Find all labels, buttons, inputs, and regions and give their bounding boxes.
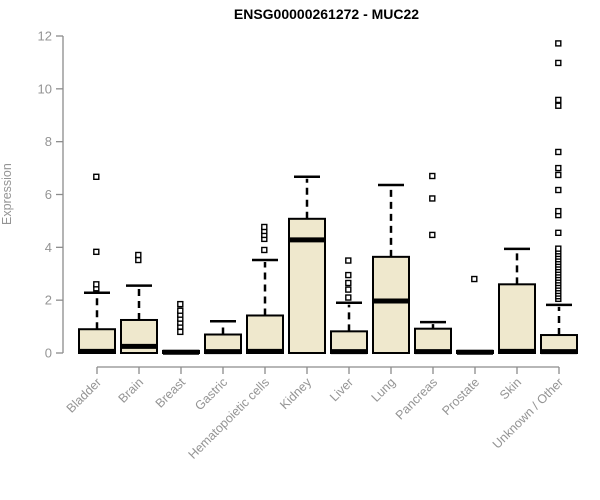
x-tick-label: Bladder <box>64 375 104 415</box>
y-tick-label: 8 <box>45 134 52 149</box>
outlier-point <box>471 275 478 283</box>
outlier-point <box>345 286 352 293</box>
outlier-point <box>555 148 562 156</box>
boxplot-unknown-other <box>540 40 578 355</box>
outlier-point <box>555 40 562 47</box>
x-tick-label: Lung <box>369 375 399 405</box>
outlier-point <box>261 246 268 254</box>
iqr-box <box>414 327 452 354</box>
boxplot-skin <box>498 247 536 355</box>
outlier-point <box>93 281 100 288</box>
outlier-point <box>429 172 436 180</box>
outlier-point <box>555 245 562 252</box>
boxplot-liver <box>330 257 368 355</box>
x-tick-label: Pancreas <box>393 375 440 422</box>
boxplot-hematopoietic-cells <box>246 223 284 354</box>
outlier-point <box>555 102 562 109</box>
x-tick-label: Liver <box>327 375 356 404</box>
x-tick-label: Unknown / Other <box>490 375 566 451</box>
outlier-point <box>345 294 352 301</box>
outlier-point <box>555 207 562 215</box>
outlier-point <box>345 257 352 264</box>
outlier-point <box>555 96 562 104</box>
x-tick-label: Kidney <box>277 375 314 412</box>
outlier-point <box>555 164 562 172</box>
boxplot-gastric <box>204 320 242 355</box>
x-tick-label: Gastric <box>192 375 230 413</box>
outlier-point <box>555 59 562 67</box>
chart-title: ENSG00000261272 - MUC22 <box>233 6 420 22</box>
x-tick-label: Skin <box>497 375 524 402</box>
iqr-box <box>246 314 284 354</box>
outlier-point <box>555 171 562 179</box>
boxplot-lung <box>372 183 410 354</box>
outlier-point <box>429 231 436 239</box>
outlier-point <box>135 251 142 259</box>
y-tick-label: 2 <box>45 293 52 308</box>
outlier-point <box>177 328 184 336</box>
boxplot-pancreas <box>414 172 452 355</box>
x-tick-label: Hematopoietic cells <box>186 375 273 462</box>
y-tick-label: 4 <box>45 240 52 255</box>
y-tick-label: 6 <box>45 187 52 202</box>
x-tick-label: Breast <box>153 375 189 411</box>
iqr-box <box>372 255 410 354</box>
outlier-point <box>555 229 562 237</box>
boxplot-breast <box>162 300 200 355</box>
boxplot-brain <box>120 251 158 354</box>
outlier-point <box>555 186 562 194</box>
y-axis-label: Expression <box>0 163 14 226</box>
iqr-box <box>498 283 536 355</box>
outlier-point <box>177 300 184 308</box>
y-tick-label: 10 <box>38 81 52 96</box>
outlier-point <box>345 271 352 279</box>
outlier-point <box>93 248 100 256</box>
y-tick-label: 0 <box>45 346 52 361</box>
y-axis: 0 2 4 6 8 10 12 <box>38 28 64 361</box>
boxplot-bladder <box>78 173 116 355</box>
outlier-point <box>93 173 100 181</box>
outlier-point <box>345 279 352 287</box>
boxplot-kidney <box>288 175 326 354</box>
boxplot-prostate <box>456 275 494 355</box>
x-tick-label: Brain <box>116 375 147 406</box>
outlier-point <box>135 256 142 264</box>
y-tick-label: 12 <box>38 28 52 43</box>
outlier-point <box>429 195 436 202</box>
x-tick-label: Prostate <box>439 375 482 418</box>
outlier-point <box>177 307 184 314</box>
outlier-point <box>261 223 268 231</box>
